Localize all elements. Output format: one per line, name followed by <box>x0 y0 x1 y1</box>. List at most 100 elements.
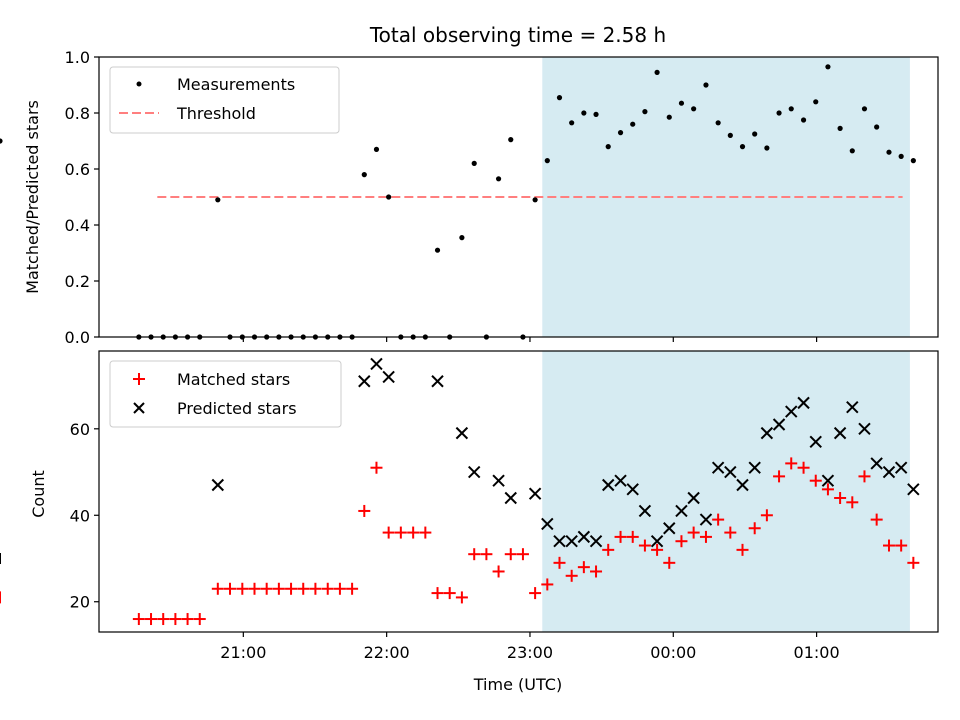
x-ticks-ratio <box>242 337 818 342</box>
legend-label-matched: Matched stars <box>177 370 290 389</box>
predicted-star-point <box>370 357 383 371</box>
matched-star-point <box>809 474 822 487</box>
predicted-star-point <box>846 400 859 414</box>
measurement-point <box>532 197 538 203</box>
legend-box-ratio <box>109 66 340 134</box>
measurement-point <box>666 114 672 120</box>
y-tick-label-ratio: 0.6 <box>65 160 90 179</box>
predicted-star-point <box>736 478 749 492</box>
measurement-points <box>0 64 916 340</box>
measurement-point <box>813 99 819 105</box>
x-tick-label: 23:00 <box>507 643 553 662</box>
matched-star-point <box>651 543 664 556</box>
axes-frame-count <box>98 350 939 633</box>
legend-label-predicted: Predicted stars <box>177 399 297 418</box>
y-axis-ratio: 0.0 0.2 0.4 0.6 0.8 1.0 <box>65 48 99 347</box>
matched-star-point <box>834 491 847 504</box>
predicted-star-point <box>382 370 395 384</box>
y-tick-label-ratio: 0.0 <box>65 328 90 347</box>
matched-star-point <box>211 582 224 595</box>
measurement-point <box>910 158 916 164</box>
legend-count: Matched stars Predicted stars <box>109 360 342 428</box>
matched-star-point <box>895 539 908 552</box>
predicted-star-point <box>358 375 371 388</box>
predicted-star-point <box>431 375 444 388</box>
y-axis-label-count: Count <box>29 470 48 518</box>
measurement-point <box>691 106 697 112</box>
predicted-star-point <box>565 535 578 548</box>
predicted-star-point <box>614 474 627 487</box>
matched-star-point <box>663 556 676 569</box>
predicted-star-point <box>699 513 713 526</box>
axes-frame-ratio <box>98 56 939 338</box>
predicted-star-point <box>724 465 737 479</box>
measurement-point <box>373 146 380 152</box>
y-tick-label-count: 60 <box>70 420 90 439</box>
matched-star-point <box>132 613 145 626</box>
legend-label-measurements: Measurements <box>177 75 295 94</box>
predicted-star-point <box>663 522 676 535</box>
x-axis-time: 21:00 22:00 23:00 00:00 01:00 <box>220 632 840 662</box>
matched-star-point <box>297 582 310 595</box>
measurement-point <box>495 176 502 182</box>
legend-ratio: Measurements Threshold <box>109 66 340 134</box>
matched-stars-points <box>0 457 920 626</box>
measurement-point <box>739 144 746 150</box>
predicted-star-point <box>748 461 761 474</box>
measurement-point <box>459 235 465 241</box>
predicted-star-point <box>760 426 774 440</box>
matched-star-point <box>272 582 285 595</box>
predicted-star-point <box>797 396 810 410</box>
predicted-star-point <box>809 435 822 448</box>
matched-star-point <box>675 535 688 548</box>
predicted-star-point <box>553 535 566 548</box>
x-tick-label: 00:00 <box>650 643 696 662</box>
matched-star-point <box>797 461 810 474</box>
matched-star-point <box>858 470 871 483</box>
predicted-star-point <box>455 426 469 440</box>
measurement-point <box>788 106 794 112</box>
matched-star-point <box>638 539 651 552</box>
matched-star-point <box>773 470 786 483</box>
predicted-star-point <box>870 457 883 470</box>
panel-count: 20 40 60 21:00 22:00 23:00 00:00 01:00 Count T… <box>0 350 939 694</box>
predicted-star-point <box>772 418 786 431</box>
predicted-star-point <box>907 483 920 496</box>
measurement-point <box>642 109 648 115</box>
matched-star-point <box>181 613 194 626</box>
legend-box-count <box>109 360 342 428</box>
measurement-point <box>678 100 685 106</box>
predicted-star-point <box>894 461 908 474</box>
matched-star-point <box>736 543 749 556</box>
y-tick-label-ratio: 1.0 <box>65 48 90 67</box>
measurement-point <box>617 130 624 136</box>
predicted-star-point <box>589 535 603 548</box>
matched-star-point <box>614 530 627 543</box>
x-axis-label: Time (UTC) <box>473 675 562 694</box>
matched-star-point <box>382 526 395 539</box>
measurement-point <box>800 117 807 123</box>
matched-star-point <box>223 582 236 595</box>
y-tick-label-ratio: 0.4 <box>65 216 90 235</box>
y-axis-count: 20 40 60 <box>70 420 99 612</box>
measurement-point <box>886 149 892 155</box>
matched-star-point <box>821 483 834 496</box>
matched-star-point <box>431 587 444 600</box>
matched-star-point <box>157 613 170 626</box>
predicted-star-point <box>504 491 517 505</box>
measurement-point <box>605 144 611 150</box>
matched-star-point <box>907 556 920 569</box>
measurement-point <box>215 197 221 203</box>
x-tick-label: 22:00 <box>364 643 410 662</box>
highlight-span-bottom <box>542 351 910 632</box>
measurement-point <box>764 145 770 151</box>
matched-star-point <box>169 613 182 626</box>
matched-star-point <box>712 513 725 526</box>
predicted-star-point <box>602 478 615 492</box>
matched-star-point <box>309 582 322 595</box>
matched-star-point <box>321 582 334 595</box>
chart-title: Total observing time = 2.58 h <box>369 23 666 47</box>
matched-star-point <box>687 526 700 539</box>
matched-star-point <box>236 582 249 595</box>
